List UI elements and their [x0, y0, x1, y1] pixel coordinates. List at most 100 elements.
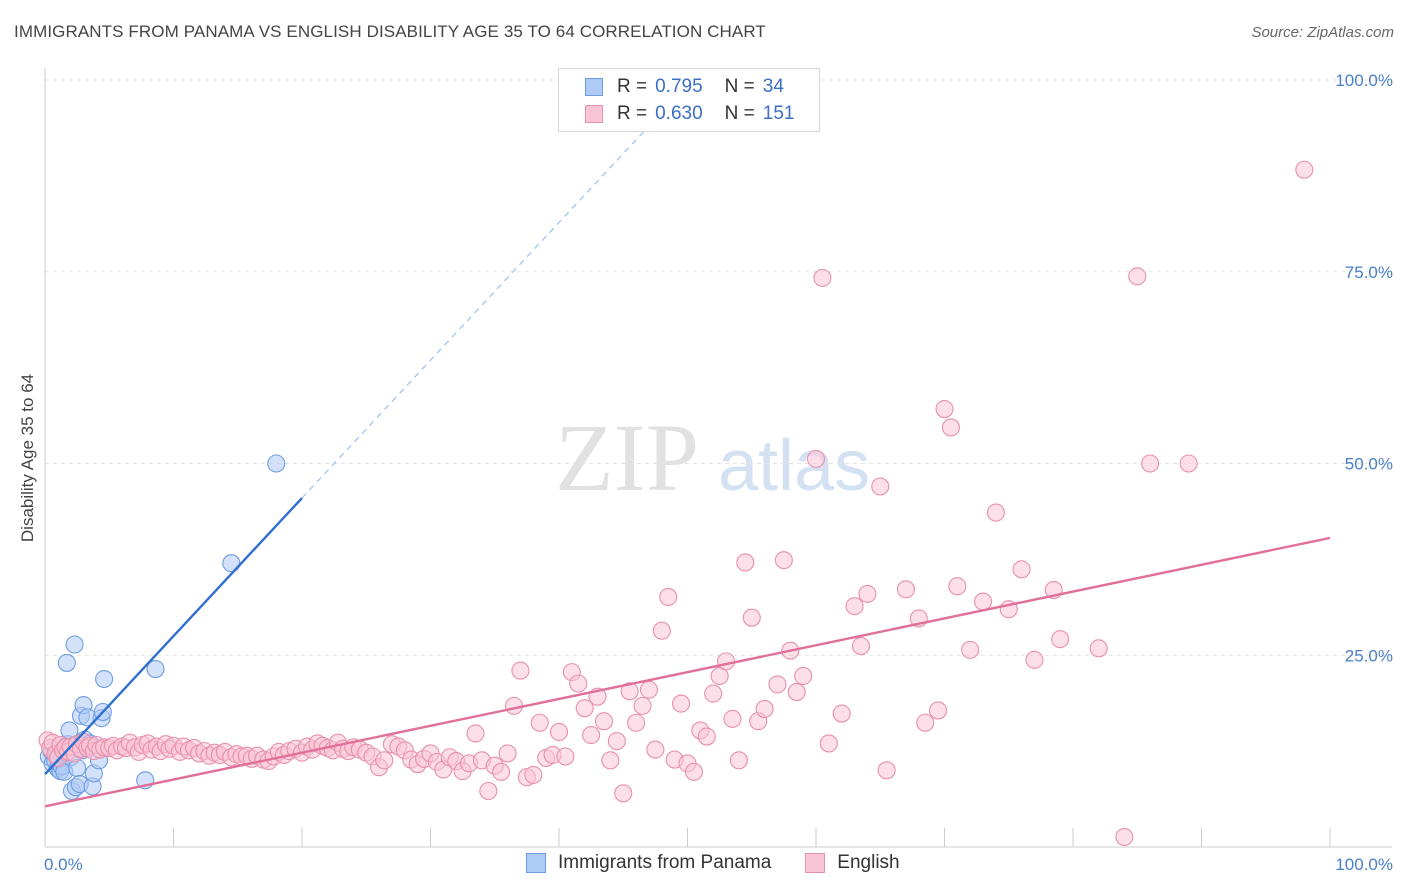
point-english	[1025, 650, 1044, 669]
point-english	[627, 713, 646, 732]
point-english	[736, 553, 755, 572]
point-english	[684, 762, 703, 781]
gridlines	[45, 79, 1392, 656]
point-english	[704, 684, 723, 703]
watermark-zip: ZIP	[555, 404, 699, 511]
point-english	[1179, 454, 1198, 473]
point-english	[787, 683, 806, 702]
legend-row-panama: R = 0.795 N = 34	[585, 74, 784, 100]
point-english	[556, 747, 575, 766]
y-axis-title: Disability Age 35 to 64	[18, 374, 37, 542]
point-english	[794, 666, 813, 686]
legend-swatch-english	[805, 853, 826, 873]
axes	[44, 68, 1392, 848]
legend-r-label: R =	[617, 76, 648, 97]
point-english	[659, 587, 678, 607]
legend-swatch-panama	[526, 853, 546, 873]
trend-lines	[44, 125, 1331, 808]
point-panama	[146, 660, 165, 679]
source-credit: Source: ZipAtlas.com	[1251, 24, 1394, 41]
point-english	[594, 712, 614, 731]
point-english	[697, 727, 716, 746]
legend-n-label: N =	[724, 103, 755, 124]
point-english	[620, 682, 639, 701]
point-english	[614, 784, 633, 803]
trend-extension-panama	[301, 125, 650, 499]
point-english	[479, 781, 498, 801]
point-english	[973, 592, 993, 611]
legend-label-panama: Immigrants from Panama	[558, 852, 772, 873]
point-english	[511, 661, 530, 680]
point-english	[896, 580, 916, 599]
point-english	[845, 597, 864, 616]
point-english	[375, 751, 394, 770]
point-panama	[95, 669, 114, 689]
legend-item-english[interactable]: English	[805, 852, 900, 874]
point-english	[1051, 630, 1070, 649]
point-english	[575, 699, 594, 718]
point-english	[877, 761, 896, 780]
point-english	[774, 551, 793, 570]
chart-title: IMMIGRANTS FROM PANAMA VS ENGLISH DISABI…	[14, 22, 766, 41]
point-english	[633, 696, 652, 715]
point-english	[716, 652, 736, 671]
x-tick-label: 100.0%	[1335, 855, 1393, 874]
y-tick-label: 75.0%	[1345, 263, 1393, 282]
point-english	[813, 268, 832, 287]
tick-labels: 25.0% 50.0% 75.0% 100.0% 0.0% 100.0% Disabilit…	[18, 71, 1393, 874]
watermark: ZIP atlas	[555, 404, 870, 511]
point-english	[530, 713, 549, 732]
point-english	[1295, 160, 1314, 179]
point-english	[549, 722, 569, 742]
point-english	[729, 751, 748, 770]
y-tick-label: 25.0%	[1345, 646, 1393, 665]
point-english	[832, 704, 851, 723]
point-english	[916, 713, 935, 732]
point-english	[742, 608, 761, 627]
point-english	[755, 699, 774, 718]
legend-row-english: R = 0.630 N = 151	[585, 101, 794, 127]
point-english	[498, 744, 517, 763]
point-english	[652, 621, 671, 640]
point-panama	[267, 454, 286, 473]
legend-r-value: 0.630	[655, 103, 703, 124]
point-english	[961, 640, 980, 659]
point-english	[504, 696, 524, 715]
point-english	[871, 477, 890, 496]
point-english	[646, 740, 665, 759]
point-english	[929, 701, 948, 720]
legend-swatch-panama	[585, 78, 603, 96]
legend-r-value: 0.795	[655, 76, 703, 97]
point-english	[768, 675, 787, 694]
point-panama	[65, 635, 84, 654]
point-english	[1128, 267, 1147, 286]
point-english	[1115, 827, 1134, 847]
point-english	[524, 765, 543, 784]
point-english	[492, 762, 511, 781]
point-english	[639, 680, 659, 699]
x-tick-label: 0.0%	[44, 855, 83, 874]
legend-item-panama[interactable]: Immigrants from Panama	[526, 852, 771, 874]
point-english	[941, 418, 960, 437]
point-english	[819, 734, 838, 753]
stats-legend: R = 0.795 N = 34 R = 0.630 N = 151	[558, 68, 820, 132]
legend-swatch-english	[585, 105, 603, 123]
point-english	[986, 503, 1005, 522]
trend-line-english	[44, 536, 1331, 808]
point-english	[1089, 639, 1108, 658]
point-english	[1141, 454, 1160, 473]
legend-label-english: English	[837, 852, 900, 873]
series-legend: Immigrants from Panama English	[526, 852, 934, 874]
y-tick-label: 100.0%	[1335, 71, 1393, 90]
point-english	[948, 577, 967, 596]
watermark-atlas: atlas	[718, 426, 870, 506]
legend-n-value: 151	[762, 103, 795, 124]
point-english	[851, 636, 871, 656]
legend-n-value: 34	[762, 76, 784, 97]
point-english	[569, 674, 588, 693]
point-english	[607, 732, 626, 751]
point-english	[466, 724, 485, 743]
point-english	[601, 751, 620, 770]
point-english	[858, 584, 877, 603]
point-panama	[57, 653, 76, 672]
